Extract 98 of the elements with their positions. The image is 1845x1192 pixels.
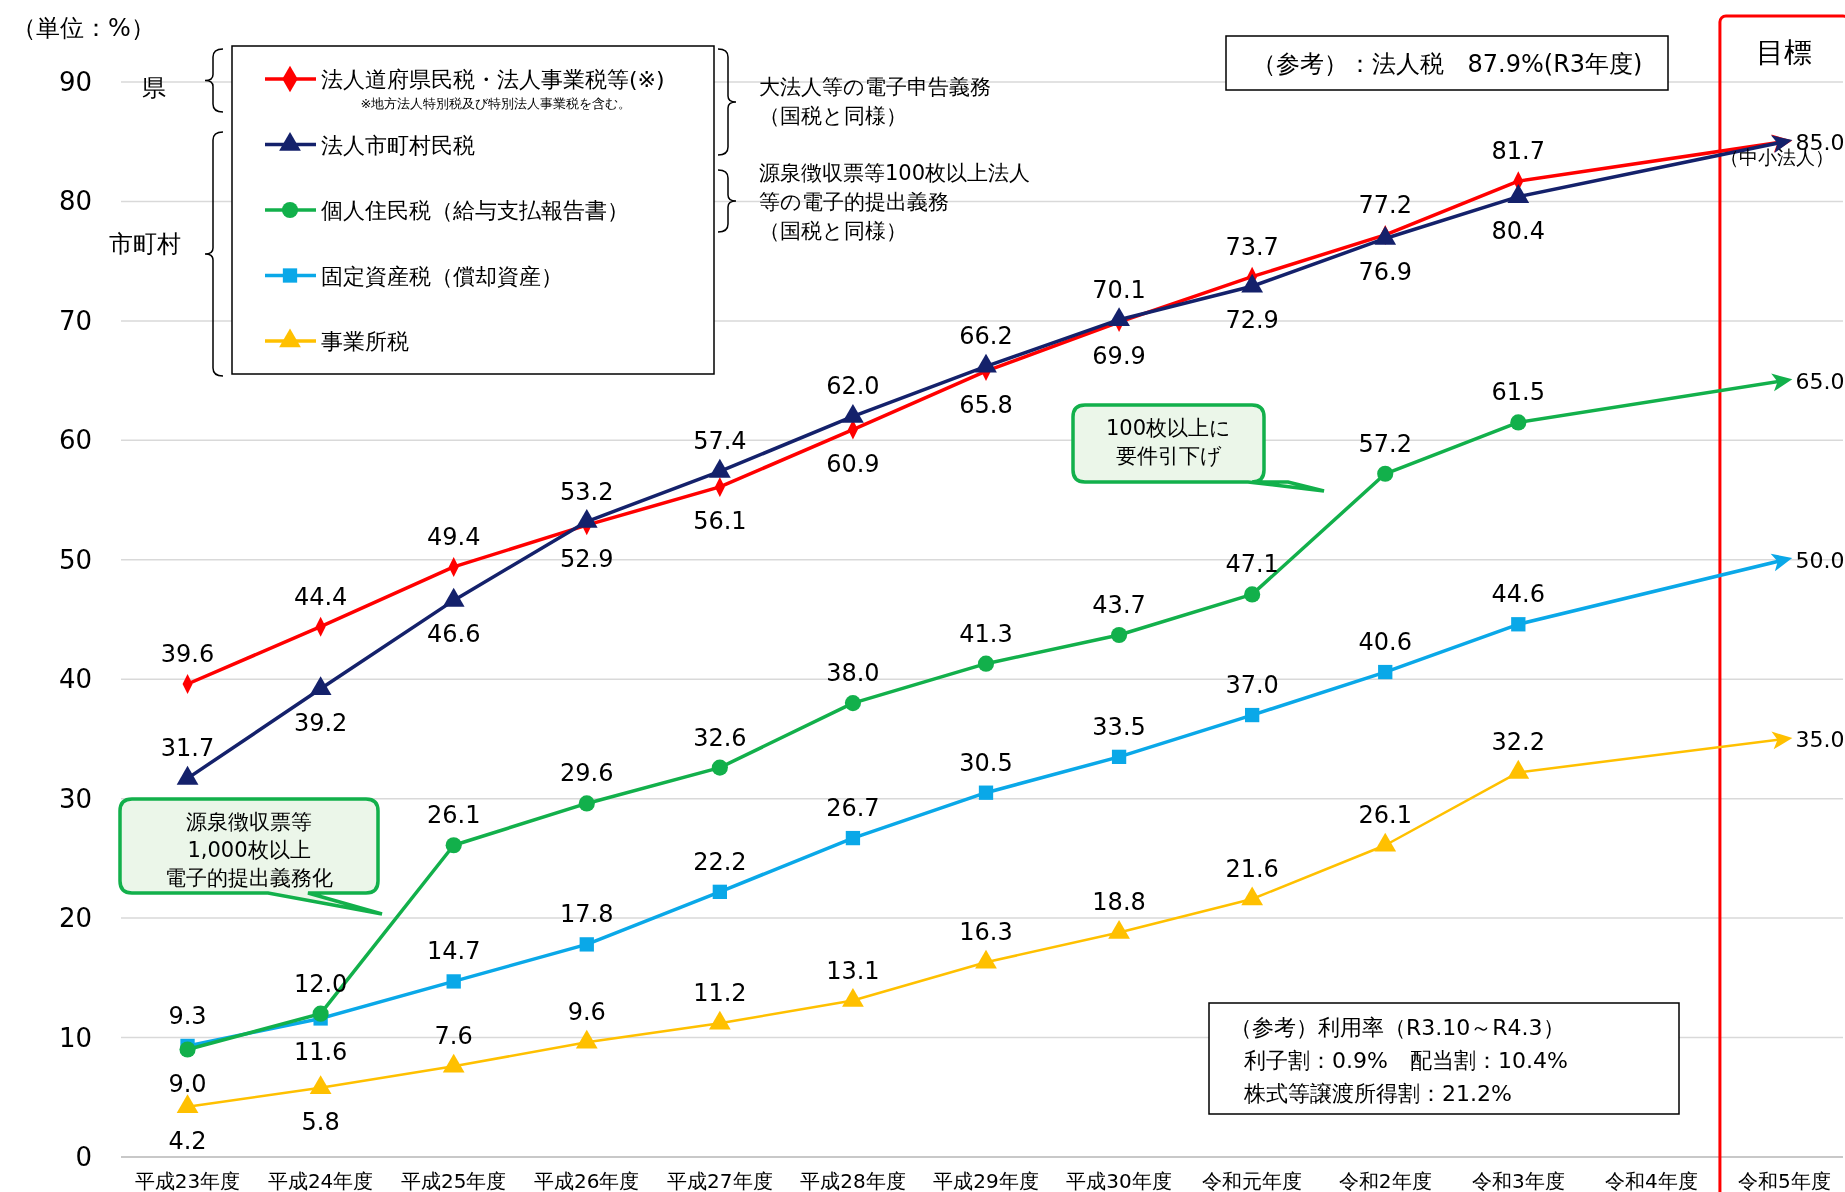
data-label: 44.4 (293, 582, 348, 611)
data-label: 50.0 (1795, 547, 1845, 573)
data-label: 77.2 (1358, 190, 1412, 219)
x-tick-label: 令和2年度 (1338, 1169, 1432, 1192)
data-label: 26.7 (826, 794, 880, 823)
data-label: 61.5 (1491, 378, 1546, 407)
data-label: 33.5 (1092, 712, 1146, 741)
data-label: 57.2 (1358, 429, 1412, 458)
text: 目標 (1756, 36, 1813, 69)
data-label: 11.2 (693, 979, 747, 1008)
data-label: 60.9 (826, 449, 880, 478)
data-label: 52.9 (560, 545, 614, 574)
data-label: 66.2 (959, 322, 1013, 351)
data-label: 26.1 (1358, 801, 1412, 830)
data-label: 76.9 (1358, 258, 1412, 287)
text: （参考）：法人税 87.9%(R3年度) (1251, 50, 1643, 78)
y-tick-label: 10 (58, 1022, 92, 1053)
data-label: 38.0 (826, 659, 880, 688)
y-tick-label: 0 (75, 1142, 92, 1172)
data-label: 65.0 (1795, 368, 1845, 394)
data-label: 40.6 (1358, 628, 1412, 657)
data-label: 47.1 (1225, 550, 1279, 579)
data-label: 43.7 (1092, 591, 1146, 620)
data-label: 81.7 (1491, 137, 1546, 166)
legend-label: 固定資産税（償却資産） (321, 263, 563, 289)
annotation: 市町村 (109, 230, 181, 258)
annotation: ※地方法人特別税及び特別法人事業税を含む。 (360, 96, 632, 111)
annotation: 源泉徴収票等1,000枚以上電子的提出義務化 (165, 810, 333, 890)
data-label: 80.4 (1491, 216, 1546, 245)
data-label: 29.6 (560, 759, 614, 788)
annotation: 利子割：0.9% 配当割：10.4% (1244, 1048, 1568, 1073)
y-tick-label: 30 (58, 783, 92, 814)
data-label: 70.1 (1092, 275, 1146, 304)
x-tick-label: 平成26年度 (534, 1169, 640, 1192)
x-tick-label: 平成25年度 (400, 1169, 507, 1192)
data-label: 14.7 (426, 937, 481, 966)
data-label: 16.3 (959, 918, 1013, 947)
data-label: 26.1 (426, 801, 481, 830)
data-label: 65.8 (959, 391, 1013, 420)
annotation: （参考）利用率（R3.10～R4.3） (1230, 1015, 1565, 1040)
data-label: 56.1 (693, 506, 747, 535)
y-tick-label: 40 (58, 664, 92, 695)
annotation: 大法人等の電子申告義務（国税と同様） (759, 75, 991, 128)
data-label: 11.6 (293, 1038, 348, 1067)
data-label: 31.7 (160, 734, 215, 763)
y-tick-label: 90 (58, 67, 92, 97)
data-label: 39.6 (160, 640, 215, 668)
y-tick-label: 80 (58, 186, 92, 217)
y-axis-title: （単位：%） (12, 14, 155, 42)
annotation: 県 (142, 74, 166, 102)
data-label: 4.2 (168, 1126, 207, 1155)
data-label: 37.0 (1225, 671, 1279, 700)
x-tick-label: 平成27年度 (667, 1169, 773, 1192)
x-tick-label: 平成23年度 (134, 1169, 241, 1192)
data-label: 44.6 (1491, 580, 1546, 609)
y-tick-label: 70 (58, 305, 92, 336)
legend-label: 個人住民税（給与支払報告書） (321, 198, 629, 223)
x-tick-label: 平成24年度 (267, 1169, 374, 1192)
data-label: 53.2 (560, 477, 614, 506)
data-label: 22.2 (693, 847, 747, 876)
data-label: 39.2 (293, 708, 348, 737)
annotation: 株式等譲渡所得割：21.2% (1243, 1081, 1512, 1106)
legend-label: 法人市町村民税 (321, 132, 475, 158)
annotation: 源泉徴収票等100枚以上法人等の電子的提出義務（国税と同様） (759, 161, 1031, 243)
data-label: 35.0 (1795, 726, 1845, 752)
data-label: 21.6 (1225, 855, 1279, 883)
x-tick-label: 令和元年度 (1202, 1169, 1303, 1192)
x-tick-label: 令和4年度 (1605, 1169, 1698, 1192)
data-label: 9.6 (567, 998, 606, 1027)
data-label: 62.0 (826, 372, 880, 401)
data-label: 57.4 (693, 427, 747, 456)
data-label: 7.6 (434, 1022, 473, 1051)
data-label: 69.9 (1092, 342, 1146, 371)
annotation: 100枚以上に要件引下げ (1105, 416, 1232, 468)
data-label: 5.8 (301, 1107, 340, 1136)
data-label: 17.8 (560, 900, 614, 929)
y-tick-label: 20 (58, 903, 92, 934)
data-label: 32.6 (693, 723, 747, 752)
data-label: 9.0 (168, 1069, 207, 1098)
data-label: 46.6 (426, 620, 481, 649)
data-label: 49.4 (426, 522, 481, 551)
data-label: 13.1 (826, 956, 880, 985)
x-tick-label: 平成28年度 (800, 1169, 906, 1192)
y-tick-label: 60 (58, 425, 92, 456)
y-tick-label: 50 (58, 544, 92, 575)
data-label: 72.9 (1225, 306, 1279, 335)
data-label: 30.5 (959, 748, 1013, 777)
data-label: 32.2 (1491, 728, 1546, 757)
data-label: 73.7 (1225, 232, 1279, 261)
data-label: 9.3 (168, 1001, 207, 1030)
x-tick-label: 令和3年度 (1471, 1169, 1565, 1192)
x-tick-label: 平成29年度 (933, 1169, 1039, 1192)
data-label: 41.3 (959, 619, 1013, 648)
legend-label: 法人道府県民税・法人事業税等(※) (321, 67, 665, 92)
data-label: 18.8 (1092, 888, 1146, 917)
x-tick-label: 令和5年度 (1738, 1169, 1831, 1192)
x-tick-label: 平成30年度 (1066, 1169, 1172, 1192)
legend-label: 事業所税 (321, 329, 409, 354)
